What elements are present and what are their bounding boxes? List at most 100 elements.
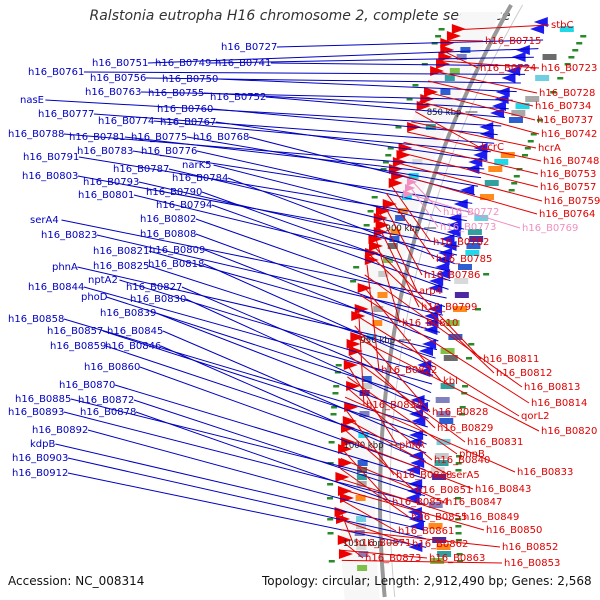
gene-label-left: h16_B0846 (105, 341, 161, 352)
reverse-gene-arrow (417, 360, 432, 370)
gene-label-right: h16_B0814 (531, 398, 587, 409)
gc-tick (568, 56, 575, 59)
feature-block (460, 47, 471, 53)
forward-gene-arrow (337, 486, 352, 496)
gene-connector-right (341, 549, 428, 559)
gene-label-right: h16_B0833 (517, 467, 573, 478)
feature-block (354, 530, 365, 536)
forward-gene-arrow (446, 31, 461, 41)
feature-block (469, 236, 484, 242)
gc-tick (483, 273, 490, 276)
gene-label-right: h16_B0724 (480, 63, 536, 74)
gc-tick (550, 91, 557, 94)
gene-label-right: stbC (551, 20, 573, 31)
reverse-gene-arrow (446, 227, 461, 237)
gene-connector-right (351, 345, 436, 429)
gene-label-right: arp4 (419, 286, 442, 297)
gc-tick (387, 147, 394, 150)
gene-label-left: h16_B0777 (38, 109, 94, 120)
reverse-gene-arrow (407, 507, 422, 517)
feature-block (428, 502, 443, 508)
gene-label-left: h16_B0761 (28, 67, 84, 78)
gene-connector-right (428, 80, 534, 107)
gc-tick (455, 469, 462, 472)
backbone-circle (378, 4, 513, 598)
gene-label-right: h16_B0847 (446, 497, 502, 508)
gc-tick (435, 35, 442, 38)
feature-block (525, 96, 540, 102)
gc-tick (333, 385, 340, 388)
gene-connector-left (114, 384, 426, 480)
gene-label-right: phnB (459, 449, 485, 460)
gene-connector-right (374, 233, 401, 324)
gene-connector-left (87, 429, 426, 523)
gc-tick (521, 154, 528, 157)
feature-block (389, 236, 400, 242)
gc-tick (513, 175, 520, 178)
feature-block (436, 439, 451, 445)
gene-connector-pink (412, 181, 442, 213)
gc-tick (455, 497, 462, 500)
gene-connector-right (339, 509, 354, 544)
forward-gene-arrow (424, 87, 439, 97)
gene-label-right: h16_B0822 (381, 365, 437, 376)
gene-label-left: kdpB (30, 439, 55, 450)
feature-block (357, 467, 368, 473)
feature-block (480, 194, 495, 200)
gene-label-right: h16_B0715 (485, 36, 541, 47)
gene-label-right: h16_B0849 (463, 512, 519, 523)
gene-label-right: h16_B0820 (541, 426, 597, 437)
feature-block (535, 75, 550, 81)
feature-block (439, 418, 454, 424)
gene-label-right: h16_B0852 (502, 542, 558, 553)
gc-tick (524, 147, 531, 150)
gene-connector-left (153, 120, 491, 153)
gene-label-left: h16_B0827 (126, 282, 182, 293)
feature-block (559, 26, 574, 32)
forward-gene-arrow (338, 458, 353, 468)
reverse-gene-arrow (506, 66, 521, 76)
gene-connector-left (140, 91, 513, 101)
gene-label-left: phoD (81, 292, 108, 303)
forward-gene-arrow (346, 381, 361, 391)
reverse-gene-arrow (418, 346, 433, 356)
gene-label-right: h16_B0813 (524, 382, 580, 393)
forward-gene-arrow (339, 493, 354, 503)
accession-label: Accession: NC_008314 (8, 574, 145, 588)
gene-connector-right (376, 223, 420, 308)
scale-label: 900 kbp (386, 224, 421, 234)
gene-connector-left (217, 78, 517, 93)
gene-label-right: h16_B0834 (366, 400, 422, 411)
forward-gene-arrow (364, 255, 379, 265)
feature-block (494, 159, 509, 165)
feature-block (508, 117, 523, 123)
reverse-gene-arrow (501, 73, 516, 83)
gene-label-right: h16_B0861 (398, 526, 454, 537)
gene-connector-right (356, 315, 520, 417)
feature-block (390, 229, 401, 235)
gene-label-right: h16_B0748 (543, 156, 599, 167)
feature-block (440, 383, 455, 389)
feature-block (382, 257, 393, 263)
gene-label-right: h16_B0851 (416, 485, 472, 496)
reverse-gene-arrow (495, 87, 510, 97)
forward-gene-arrow (368, 234, 383, 244)
gene-label-left: h16_B0844 (28, 282, 84, 293)
gc-tick (576, 42, 583, 45)
gene-connector-right (403, 141, 539, 175)
gene-connector-left (63, 411, 426, 505)
gc-tick (334, 371, 341, 374)
gene-label-left: h16_B0791 (23, 152, 79, 163)
feature-block (434, 453, 449, 459)
gene-label-right: qorL2 (521, 411, 550, 422)
feature-block (355, 523, 366, 529)
gene-connector-left (181, 286, 432, 394)
feature-block (437, 551, 452, 557)
forward-gene-arrow (337, 535, 352, 545)
gene-connector-right (366, 264, 380, 371)
forward-gene-arrow (398, 143, 413, 153)
reverse-gene-arrow (515, 45, 530, 55)
reverse-gene-arrow (479, 122, 494, 132)
gc-tick (331, 406, 338, 409)
gc-tick (466, 357, 473, 360)
